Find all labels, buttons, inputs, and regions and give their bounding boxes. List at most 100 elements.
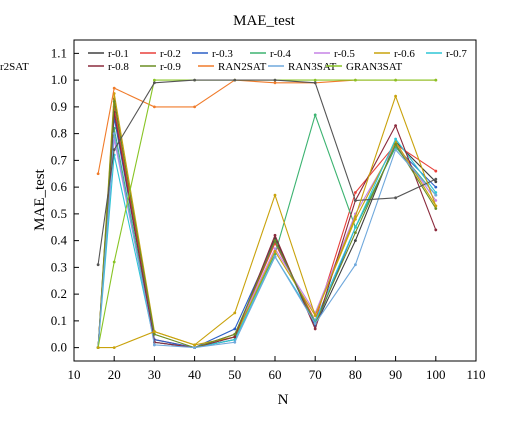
series-13-point-6 <box>313 314 317 317</box>
y-tick-label-7: 0.7 <box>51 152 68 167</box>
series-8-point-1 <box>112 100 116 103</box>
series-line-8 <box>97 101 437 349</box>
x-tick-label-5: 60 <box>269 367 282 382</box>
legend-label-10: RAN3SAT <box>288 61 337 73</box>
x-tick-label-6: 70 <box>309 367 322 382</box>
series-13-point-2 <box>153 330 156 333</box>
y-tick-label-5: 0.5 <box>51 206 67 221</box>
series-0-point-9 <box>434 180 438 184</box>
series-12-point-2 <box>153 81 156 85</box>
series-2-point-9 <box>434 185 438 189</box>
series-13-point-1 <box>112 346 116 350</box>
legend-label-6: r-0.7 <box>446 48 467 60</box>
legend-label-0: r-0.1 <box>108 48 129 60</box>
series-12-point-4 <box>233 78 237 82</box>
series-11-point-9 <box>434 78 438 82</box>
y-tick-label-3: 0.3 <box>51 259 67 274</box>
legend-label-12: r2SAT <box>0 61 29 73</box>
series-1-point-9 <box>434 169 438 173</box>
x-tick-label-1: 20 <box>108 367 121 382</box>
series-13-point-0 <box>96 346 100 350</box>
series-12-point-9 <box>434 177 438 181</box>
series-9-point-0 <box>96 172 100 176</box>
series-2-point-4 <box>233 327 237 331</box>
legend-label-9: RAN2SAT <box>218 61 267 73</box>
x-axis-label: N <box>278 392 289 408</box>
legend: r-0.1 r-0.2 r-0.3 r-0.4 r-0.5 r-0.6 r-0.7 r-0.8… <box>0 48 467 73</box>
series-13-point-3 <box>193 343 197 347</box>
series-7-point-9 <box>434 228 438 232</box>
y-tick-label-6: 0.6 <box>51 179 68 194</box>
series-6-point-9 <box>434 191 438 194</box>
series-0-point-7 <box>354 239 357 243</box>
x-tick-label-3: 40 <box>188 367 201 382</box>
series-13-point-9 <box>434 204 438 208</box>
series-10-point-7 <box>354 263 357 267</box>
series-11-point-8 <box>394 78 397 82</box>
series-8-point-9 <box>434 207 438 210</box>
series-6-point-7 <box>354 225 357 229</box>
y-tick-label-10: 1.0 <box>51 72 67 87</box>
series-10-point-1 <box>112 132 116 136</box>
series-1-point-7 <box>354 191 357 194</box>
series-9-point-1 <box>112 86 116 90</box>
series-layer <box>96 78 438 350</box>
y-tick-label-8: 0.8 <box>51 126 67 141</box>
series-7-point-6 <box>313 327 317 331</box>
x-tick-label-8: 90 <box>389 367 402 382</box>
series-13-point-7 <box>354 215 357 218</box>
series-12-point-5 <box>273 78 277 82</box>
series-11-point-6 <box>313 78 317 82</box>
x-tick-label-7: 80 <box>349 367 362 382</box>
series-7-point-8 <box>394 124 397 127</box>
x-tick-label-4: 50 <box>228 367 241 382</box>
series-7-point-4 <box>233 335 237 339</box>
x-tick-label-10: 110 <box>466 367 485 382</box>
plot-frame <box>73 39 477 362</box>
legend-label-3: r-0.4 <box>270 48 291 60</box>
legend-label-8: r-0.9 <box>160 61 181 73</box>
series-4-point-9 <box>434 199 438 202</box>
series-5-point-5 <box>273 249 277 253</box>
series-7-point-5 <box>273 233 277 237</box>
series-10-point-6 <box>313 322 317 325</box>
series-8-point-5 <box>273 239 277 243</box>
series-line-13 <box>98 94 437 349</box>
legend-label-7: r-0.8 <box>108 61 129 73</box>
series-11-point-7 <box>354 78 357 82</box>
series-3-point-6 <box>313 113 317 117</box>
y-tick-label-2: 0.2 <box>51 286 67 301</box>
legend-label-5: r-0.6 <box>394 48 415 60</box>
series-10-point-2 <box>153 343 156 347</box>
series-8-point-7 <box>354 231 357 235</box>
series-line-10 <box>97 133 437 349</box>
series-8-point-4 <box>233 332 237 336</box>
series-13-point-4 <box>233 311 237 315</box>
x-tick-label-0: 10 <box>68 367 81 382</box>
series-13-point-5 <box>273 193 277 197</box>
chart-title: MAE_test <box>233 13 295 29</box>
series-line-12 <box>97 79 437 265</box>
legend-label-11: GRAN3SAT <box>346 61 403 73</box>
series-line-5 <box>97 93 437 348</box>
series-13-point-8 <box>394 94 397 98</box>
series-9-point-2 <box>153 105 156 109</box>
legend-label-2: r-0.3 <box>212 48 233 60</box>
series-12-point-7 <box>354 199 357 202</box>
y-tick-label-0: 0.0 <box>51 340 67 355</box>
series-12-point-6 <box>313 81 317 85</box>
series-4-point-5 <box>273 247 277 251</box>
series-10-point-3 <box>193 346 197 350</box>
y-tick-label-11: 1.1 <box>51 45 67 60</box>
series-10-point-9 <box>434 193 438 197</box>
series-10-point-4 <box>233 340 237 344</box>
series-12-point-0 <box>96 263 100 267</box>
series-10-point-5 <box>273 255 277 259</box>
series-11-point-2 <box>153 78 156 82</box>
series-12-point-3 <box>193 78 197 82</box>
x-tick-label-9: 100 <box>426 367 446 382</box>
ticks: 10 20 30 40 50 60 70 80 90 100 110 0.0 0.1 0.2 0.3 0.4 0… <box>51 45 486 382</box>
legend-label-1: r-0.2 <box>160 48 181 60</box>
series-6-point-8 <box>394 137 397 141</box>
y-tick-label-9: 0.9 <box>51 99 67 114</box>
